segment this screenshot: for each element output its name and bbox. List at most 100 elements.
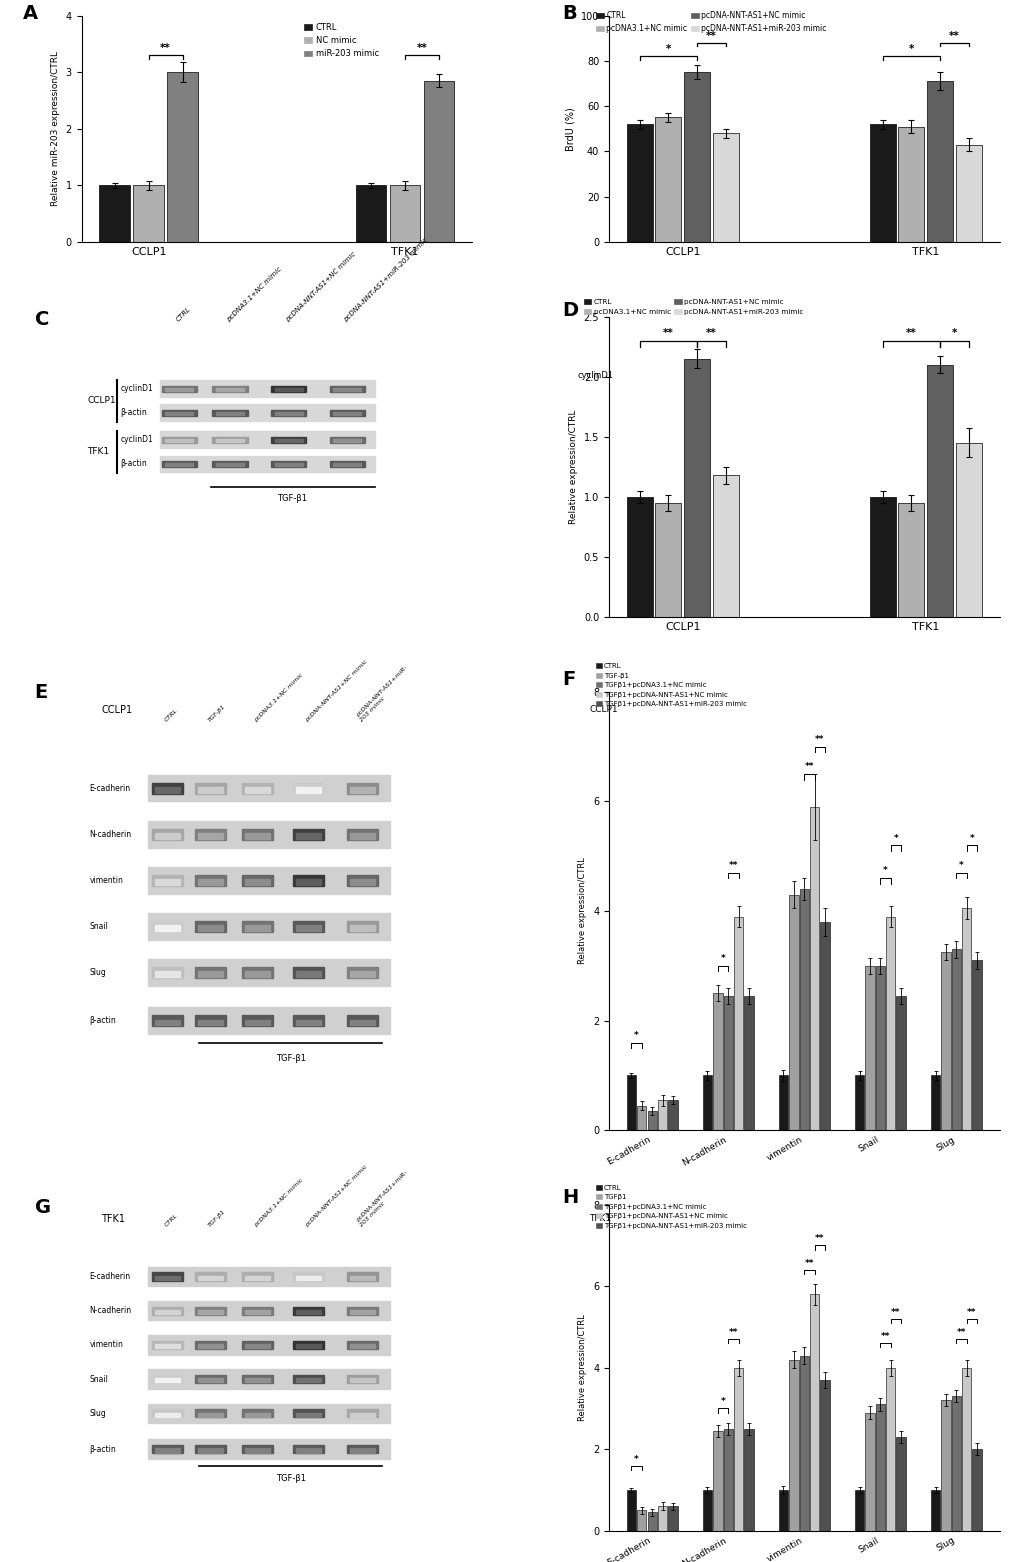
Bar <box>271 409 306 415</box>
Text: N-cadherin: N-cadherin <box>90 1306 131 1315</box>
Bar <box>346 1015 378 1026</box>
Bar <box>212 461 248 467</box>
Bar <box>195 875 226 886</box>
Bar <box>245 1448 270 1453</box>
Bar <box>712 475 738 617</box>
Bar <box>292 783 323 793</box>
Bar <box>152 1015 183 1026</box>
Text: pcDNA-NNT-AS1+NC mimic: pcDNA-NNT-AS1+NC mimic <box>284 250 357 322</box>
Bar <box>245 1276 270 1279</box>
Bar <box>165 439 194 442</box>
Y-axis label: BrdU (%): BrdU (%) <box>565 106 575 150</box>
Bar <box>626 1490 636 1531</box>
Bar <box>819 1379 829 1531</box>
Bar <box>152 1306 183 1315</box>
Bar <box>296 1020 320 1025</box>
Text: **: ** <box>728 1328 738 1337</box>
Text: CTRL: CTRL <box>164 708 178 723</box>
Bar <box>274 387 303 390</box>
Text: TGF-β1: TGF-β1 <box>207 703 226 723</box>
Bar <box>734 1368 743 1531</box>
Bar <box>216 412 244 415</box>
Text: *: * <box>969 834 973 842</box>
Bar <box>971 961 981 1131</box>
Bar <box>195 1409 226 1417</box>
Bar <box>292 967 323 978</box>
Bar <box>148 1007 390 1034</box>
Bar <box>955 444 981 617</box>
Bar <box>296 925 320 931</box>
Bar <box>657 1100 666 1131</box>
Bar <box>350 833 375 839</box>
Bar <box>424 81 454 242</box>
Bar <box>195 829 226 840</box>
Bar <box>198 1311 223 1314</box>
Bar <box>245 1311 270 1314</box>
Bar <box>296 1448 320 1453</box>
Text: Slug: Slug <box>90 1409 106 1418</box>
Bar <box>874 965 884 1131</box>
Bar <box>864 1412 873 1531</box>
Bar <box>926 364 952 617</box>
Text: **: ** <box>705 31 716 41</box>
Bar <box>152 1375 183 1384</box>
Bar <box>296 1412 320 1417</box>
Text: A: A <box>23 5 38 23</box>
Bar <box>292 875 323 886</box>
Bar <box>930 1075 940 1131</box>
Text: G: G <box>35 1198 51 1217</box>
Bar <box>955 145 981 242</box>
Text: **: ** <box>814 1234 823 1243</box>
Bar <box>789 895 798 1131</box>
Bar <box>296 787 320 793</box>
Text: TFK1: TFK1 <box>589 1215 611 1223</box>
Bar <box>886 1368 895 1531</box>
Text: β-actin: β-actin <box>90 1445 116 1454</box>
Text: E: E <box>35 683 48 703</box>
Bar <box>245 1020 270 1025</box>
Bar <box>195 1306 226 1315</box>
Bar <box>333 412 361 415</box>
Text: N-cadherin: N-cadherin <box>90 829 131 839</box>
Bar <box>647 1512 656 1531</box>
Bar <box>245 1343 270 1348</box>
Bar <box>779 1490 788 1531</box>
Bar <box>242 829 273 840</box>
Bar <box>242 1273 273 1281</box>
Bar <box>350 1276 375 1279</box>
Text: **: ** <box>417 44 427 53</box>
Bar <box>712 1431 721 1531</box>
Bar <box>702 1490 711 1531</box>
Text: pcDNA-NNT-AS1+miR-203 mimic: pcDNA-NNT-AS1+miR-203 mimic <box>342 236 429 322</box>
Text: **: ** <box>804 1259 813 1268</box>
Text: β-actin: β-actin <box>120 408 148 417</box>
Text: CCLP1: CCLP1 <box>88 397 116 405</box>
Bar <box>329 461 365 467</box>
Bar <box>271 461 306 467</box>
Bar <box>898 503 923 617</box>
Bar <box>346 1306 378 1315</box>
Bar <box>245 972 270 976</box>
Text: TFK1: TFK1 <box>101 1215 125 1225</box>
Bar <box>854 1075 863 1131</box>
Legend: CTRL, TGFβ1, TGFβ1+pcDNA3.1+NC mimic, TGFβ1+pcDNA-NNT-AS1+NC mimic, TGFβ1+pcDNA-: CTRL, TGFβ1, TGFβ1+pcDNA3.1+NC mimic, TG… <box>592 1182 749 1231</box>
Text: *: * <box>634 1031 638 1040</box>
Text: H: H <box>561 1189 578 1207</box>
Bar <box>296 972 320 976</box>
Text: CTRL: CTRL <box>164 1212 178 1228</box>
Bar <box>148 1336 390 1354</box>
Text: Snail: Snail <box>90 922 108 931</box>
Bar <box>896 1437 905 1531</box>
Text: E-cadherin: E-cadherin <box>90 784 130 793</box>
Text: **: ** <box>728 861 738 870</box>
Bar <box>274 412 303 415</box>
Text: **: ** <box>160 44 171 53</box>
Bar <box>242 1340 273 1350</box>
Bar <box>941 1401 950 1531</box>
Bar <box>667 1506 677 1531</box>
Bar <box>350 787 375 793</box>
Text: **: ** <box>879 1332 890 1342</box>
Bar <box>951 1396 960 1531</box>
Bar <box>155 1448 180 1453</box>
Bar <box>155 1311 180 1314</box>
